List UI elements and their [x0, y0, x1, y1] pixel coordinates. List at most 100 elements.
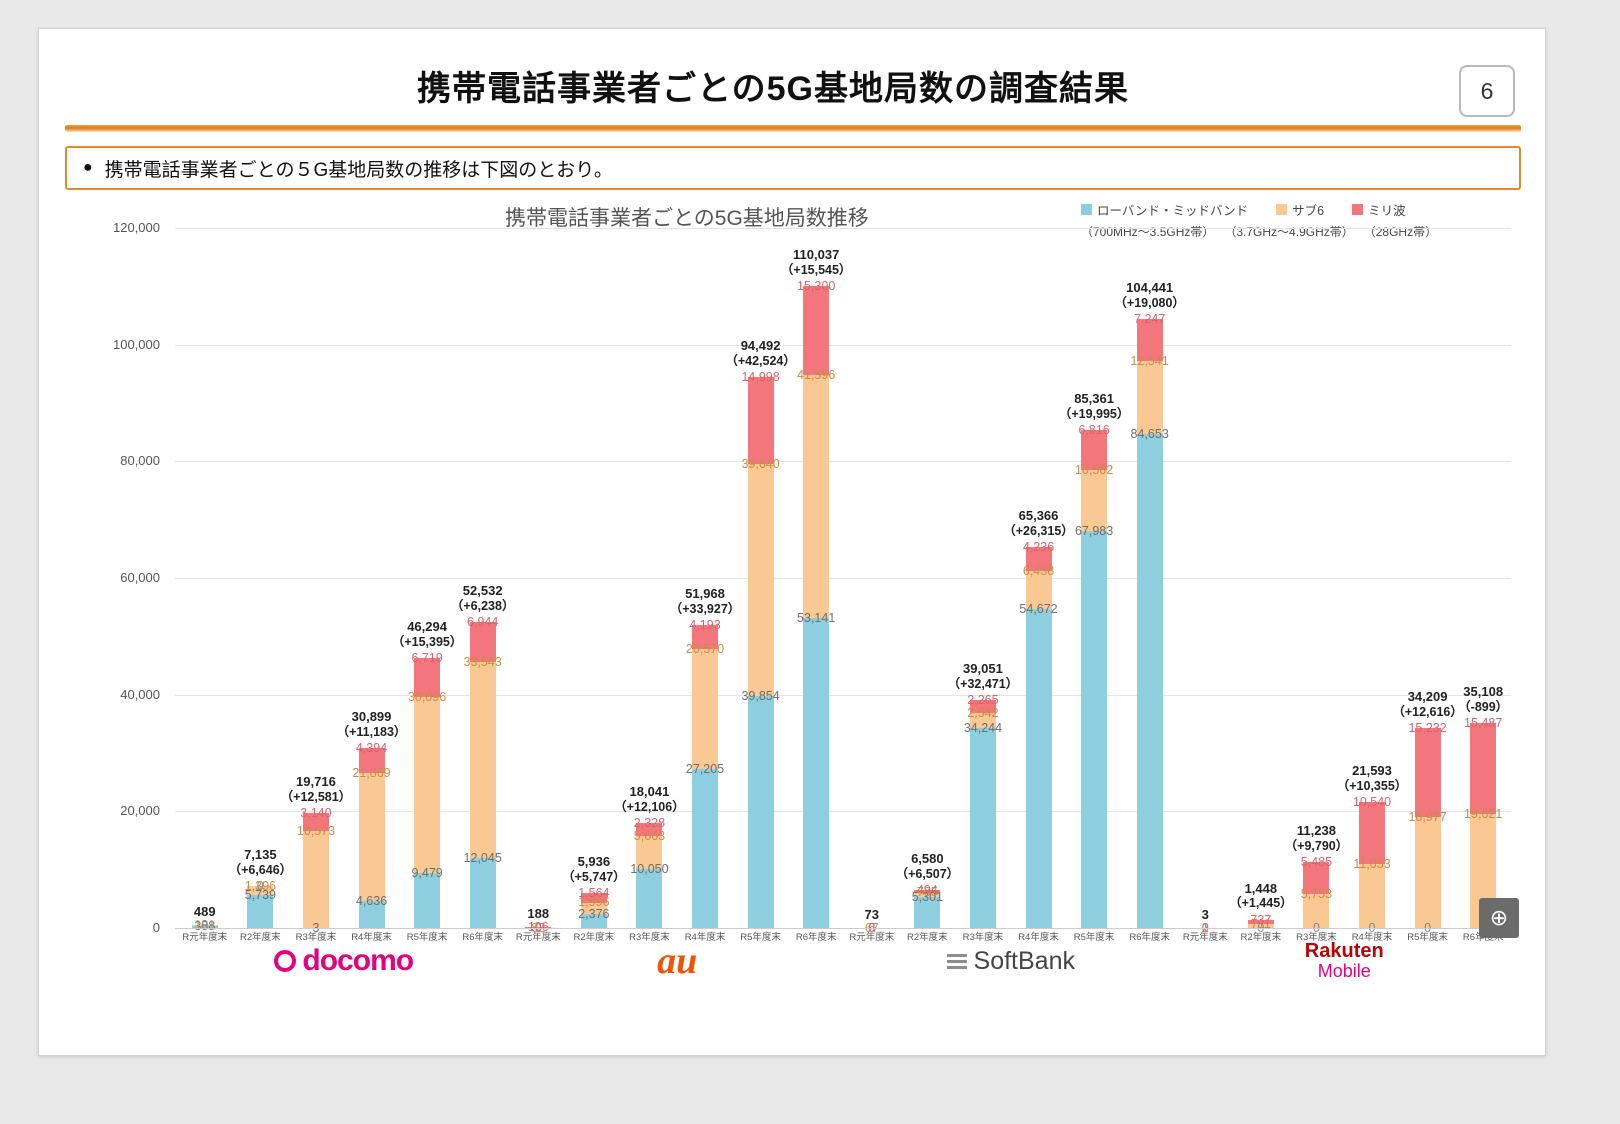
bar-segment-mm [1025, 546, 1052, 572]
stacked-bar[interactable] [191, 925, 218, 928]
bar-column[interactable]: 104,441 （+19,080） 84,653 12,541 7,247 [1114, 228, 1185, 928]
gridline [175, 461, 1511, 463]
bar-column[interactable]: 3012 [1192, 228, 1218, 935]
x-axis-tick-label: R元年度末 [182, 932, 228, 943]
bar-segment-mm [1081, 430, 1108, 470]
total-delta: （+19,995） [1058, 406, 1130, 421]
total-value: 35,108 [1463, 684, 1504, 700]
stacked-bar[interactable] [1247, 919, 1274, 928]
gridline [175, 694, 1511, 696]
x-axis-tick-label: R4年度末 [351, 932, 392, 943]
bar-column[interactable]: 51,968 （+33,927） 27,205 20,570 4,193 [670, 228, 740, 928]
page-number-badge: 6 [1459, 65, 1515, 117]
bar-column[interactable]: 7,135 （+6,646） 5,739 1,396 0 [229, 228, 292, 928]
bar-column[interactable]: 39,051 （+32,471） 34,244 2,542 2,265 [948, 228, 1018, 928]
bar-column[interactable]: 18,041 （+12,106） 10,050 5,663 2,328 [614, 228, 685, 928]
stacked-bar[interactable] [914, 889, 941, 928]
x-axis-tick-label: R元年度末 [1182, 932, 1228, 943]
y-axis-tick-label: 120,000 [113, 220, 160, 235]
stacked-bar[interactable] [636, 822, 663, 928]
stacked-bar[interactable] [302, 813, 329, 928]
bar-total-label: 104,441 （+19,080） [1103, 280, 1197, 310]
bar-segment-label-mm: 4,193 [689, 617, 721, 632]
bar-column[interactable]: 6,580 （+6,507） 5,301 785 494 [896, 228, 959, 928]
bar-segment-label-sub6: 1 [1160, 921, 1250, 935]
legend-item-0[interactable]: ローバンド・ミッドバンド [1081, 200, 1248, 219]
bar-segment-label-sub6: 18,977 [1408, 810, 1447, 825]
stacked-bar[interactable] [1303, 862, 1330, 928]
stacked-bar[interactable] [358, 747, 385, 928]
bar-segment-low [747, 695, 774, 928]
bar-total-label: 6,580 （+6,507） [880, 851, 974, 881]
bar-segment-sub6 [914, 892, 941, 898]
bar-column[interactable]: 5,936 （+5,747） 2,376 1,996 1,564 [562, 228, 626, 928]
stacked-bar[interactable] [803, 286, 830, 928]
bar-column[interactable]: 110,037 （+15,545） 53,141 41,596 15,300 [781, 228, 851, 928]
bar-column[interactable]: 30,899 （+11,183） 4,636 21,869 4,394 [337, 228, 406, 928]
bar-column[interactable]: 1,448（+1,445）0711737 [1229, 228, 1293, 935]
bars: 489 388 101 0 7,135 （+6,646） 5,739 1,396 0 19,716… [177, 228, 514, 935]
total-delta: （+12,581） [280, 789, 352, 804]
bar-segment-sub6 [191, 925, 218, 926]
bar-segment-label-sub6: 5,663 [633, 829, 666, 844]
bar-column[interactable]: 188082106 [525, 228, 552, 935]
bar-segment-label-sub6: 10,562 [1074, 462, 1114, 477]
callout-text: 携帯電話事業者ごとの５G基地局数の推移は下図のとおり。 [104, 159, 613, 181]
bar-segment-low [247, 894, 274, 928]
bar-column[interactable]: 94,492 （+42,524） 39,854 39,640 14,998 [725, 228, 796, 928]
total-delta: （+26,315） [1003, 523, 1074, 538]
bar-segment-label-sub6: 19,621 [1464, 806, 1503, 821]
bar-total-label: 21,593 （+10,355） [1325, 763, 1419, 793]
docomo-ring-icon [274, 950, 297, 972]
stacked-bar[interactable] [1081, 430, 1108, 928]
bar-segment-label-sub6: 82 [531, 920, 546, 935]
bar-segment-label-mm: 494 [916, 882, 938, 897]
bar-column[interactable]: 730676 [858, 228, 885, 935]
logo-text-line2: Mobile [1317, 961, 1371, 982]
bar-segment-mm [1470, 723, 1497, 814]
stacked-bar[interactable] [692, 624, 719, 928]
carrier-group-docomo: 489 388 101 0 7,135 （+6,646） 5,739 1,396 0 19,716… [177, 228, 514, 943]
bar-segment-label-sub6: 21,869 [352, 766, 391, 781]
bar-total-label: 30,899 （+11,183） [325, 709, 419, 739]
bar-column[interactable]: 85,361 （+19,995） 67,983 10,562 6,816 [1059, 228, 1129, 928]
stacked-bar[interactable] [969, 700, 996, 928]
x-axis-ticks: R元年度末 R2年度末 R3年度末 R4年度末 R5年度末 R6年度末 [511, 929, 845, 949]
bar-column[interactable]: 65,366 （+26,315） 54,672 6,458 4,236 [1003, 228, 1074, 928]
zoom-in-icon[interactable]: ⊕ [1479, 898, 1519, 938]
bar-segment-mm [358, 747, 385, 774]
x-axis-tick-label: R2年度末 [1240, 932, 1282, 943]
stacked-bar[interactable] [469, 621, 496, 928]
bar-segment-mm [302, 813, 329, 832]
legend-item-2[interactable]: ミリ波 [1352, 200, 1406, 219]
stacked-bar[interactable] [580, 893, 607, 928]
bar-total-label: 7,135 （+6,646） [213, 847, 307, 877]
stacked-bar[interactable] [414, 657, 441, 928]
bar-segment-label-low: 5,301 [911, 890, 943, 905]
stacked-bar[interactable] [1025, 546, 1052, 928]
bar-total-label: 85,361 （+19,995） [1047, 391, 1141, 421]
bar-segment-mm [1136, 318, 1163, 362]
bar-total-label: 1,448 （+1,445） [1214, 881, 1308, 911]
bar-column[interactable]: 46,294 （+15,395） 9,479 30,096 6,719 [392, 228, 462, 928]
stacked-bar[interactable] [747, 376, 774, 928]
total-value: 19,716 [296, 773, 336, 789]
stacked-bar[interactable] [1414, 728, 1441, 928]
stacked-bar[interactable] [525, 926, 552, 928]
bar-segment-label-sub6: 41,596 [797, 368, 836, 383]
legend-item-1[interactable]: サブ6 [1276, 200, 1324, 219]
bar-column[interactable]: 52,532 （+6,238） 12,045 33,543 6,944 [451, 228, 514, 928]
bar-segment-label-mm: 15,300 [797, 279, 836, 294]
stacked-bar[interactable] [1136, 318, 1163, 928]
bar-segment-label-low: 3 [271, 921, 361, 935]
stacked-bar[interactable] [247, 886, 274, 928]
stacked-bar[interactable] [1359, 802, 1386, 928]
gridline [175, 811, 1511, 813]
bar-segment-label-mm: 6,816 [1078, 423, 1110, 438]
bar-column[interactable]: 489 388 101 0 [191, 228, 218, 933]
